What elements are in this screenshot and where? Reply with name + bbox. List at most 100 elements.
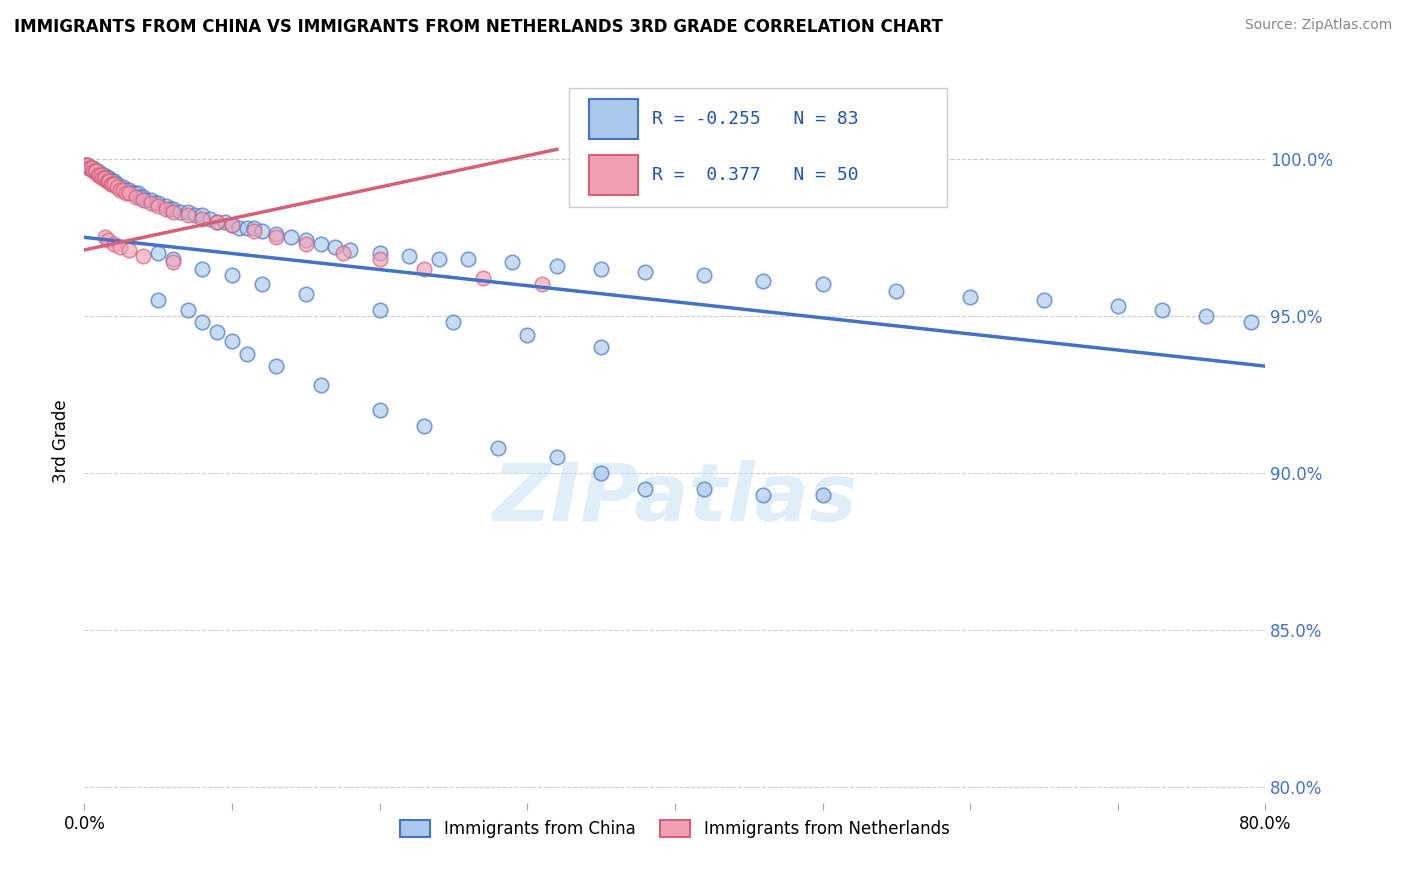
Point: [76, 158, 98, 172]
FancyBboxPatch shape: [589, 155, 638, 195]
Point: [443, 315, 465, 329]
Point: [87, 168, 111, 182]
Point: [228, 221, 250, 235]
Point: [93, 168, 115, 182]
Point: [1240, 315, 1263, 329]
Point: [295, 234, 318, 248]
Point: [221, 268, 243, 282]
Point: [198, 211, 221, 226]
Point: [111, 183, 134, 197]
Point: [486, 441, 509, 455]
Point: [221, 218, 243, 232]
Point: [90, 168, 112, 182]
Point: [94, 230, 117, 244]
Point: [266, 359, 288, 373]
Point: [368, 252, 391, 267]
Point: [413, 418, 436, 433]
Point: [132, 249, 155, 263]
Point: [221, 334, 243, 348]
Point: [129, 189, 152, 203]
Point: [752, 274, 775, 288]
Point: [191, 261, 214, 276]
Point: [79, 161, 101, 176]
Point: [97, 170, 120, 185]
FancyBboxPatch shape: [568, 87, 946, 207]
Point: [634, 265, 657, 279]
Point: [368, 246, 391, 260]
Point: [162, 252, 184, 267]
Point: [413, 261, 436, 276]
Point: [77, 161, 100, 176]
Point: [236, 221, 259, 235]
Point: [132, 193, 155, 207]
Point: [1195, 309, 1218, 323]
Text: R = -0.255   N = 83: R = -0.255 N = 83: [652, 110, 859, 128]
Point: [546, 450, 568, 465]
Point: [591, 340, 613, 354]
Point: [90, 168, 112, 182]
Point: [80, 161, 103, 176]
Point: [959, 290, 981, 304]
Point: [98, 174, 121, 188]
Point: [169, 205, 191, 219]
Point: [191, 208, 214, 222]
Point: [472, 271, 495, 285]
Point: [214, 214, 236, 228]
Point: [221, 218, 243, 232]
Text: R =  0.377   N = 50: R = 0.377 N = 50: [652, 166, 859, 184]
Y-axis label: 3rd Grade: 3rd Grade: [52, 400, 70, 483]
Point: [143, 195, 166, 210]
Point: [886, 284, 908, 298]
Point: [155, 202, 177, 216]
Point: [148, 246, 170, 260]
Point: [97, 174, 120, 188]
Point: [339, 243, 361, 257]
Text: ZIPatlas: ZIPatlas: [492, 460, 858, 539]
Point: [148, 199, 170, 213]
Point: [1107, 300, 1129, 314]
Point: [457, 252, 479, 267]
Point: [162, 205, 184, 219]
Point: [80, 161, 103, 176]
Point: [591, 466, 613, 480]
Point: [295, 236, 318, 251]
Point: [266, 230, 288, 244]
Point: [91, 170, 114, 185]
Point: [139, 193, 162, 207]
Point: [236, 346, 259, 360]
Point: [1033, 293, 1056, 308]
Point: [118, 183, 141, 197]
Point: [103, 236, 125, 251]
Point: [139, 195, 162, 210]
Point: [100, 177, 122, 191]
Point: [546, 259, 568, 273]
Point: [207, 214, 229, 228]
Point: [114, 183, 136, 197]
Point: [82, 161, 104, 176]
Point: [118, 243, 141, 257]
Point: [94, 170, 117, 185]
Point: [1150, 302, 1173, 317]
Point: [93, 170, 115, 185]
Point: [177, 208, 200, 222]
Point: [634, 482, 657, 496]
Point: [332, 246, 354, 260]
Point: [101, 177, 124, 191]
Point: [752, 488, 775, 502]
Point: [250, 224, 273, 238]
Point: [121, 186, 143, 201]
Point: [162, 255, 184, 269]
Point: [98, 170, 121, 185]
Point: [280, 230, 302, 244]
Point: [693, 268, 716, 282]
Legend: Immigrants from China, Immigrants from Netherlands: Immigrants from China, Immigrants from N…: [394, 814, 956, 845]
Point: [97, 234, 120, 248]
Point: [82, 164, 104, 178]
Point: [108, 240, 131, 254]
Point: [309, 236, 332, 251]
Point: [76, 158, 98, 172]
Point: [531, 277, 554, 292]
Point: [811, 277, 834, 292]
Point: [103, 174, 125, 188]
Point: [243, 221, 266, 235]
